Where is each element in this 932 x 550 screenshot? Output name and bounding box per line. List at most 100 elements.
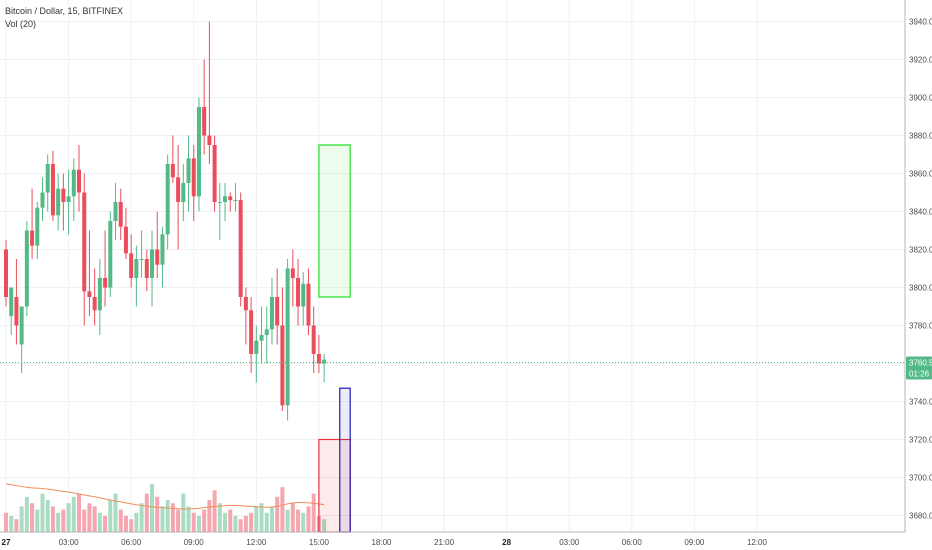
stop-box: [318, 438, 351, 533]
candle-body: [155, 249, 160, 265]
volume-bar: [170, 503, 175, 532]
target-box: [318, 144, 351, 298]
candle-body: [40, 192, 45, 208]
volume-bar: [191, 512, 196, 532]
time-tick-label: 06:00: [622, 538, 643, 547]
candle-body: [56, 188, 61, 216]
candle-body: [290, 268, 295, 278]
candle-body: [254, 340, 259, 354]
volume-bar: [92, 506, 97, 532]
volume-bar: [30, 503, 35, 532]
volume-bar: [233, 516, 238, 532]
candle-body: [207, 135, 212, 145]
candle-body: [217, 202, 222, 203]
candle-body: [108, 221, 113, 288]
candle-body: [144, 259, 149, 278]
volume-bar: [61, 509, 66, 532]
time-tick-label: 06:00: [121, 538, 142, 547]
candle-body: [66, 196, 71, 202]
candle-body: [61, 188, 66, 202]
volume-bar: [249, 512, 254, 532]
volume-bar: [4, 512, 8, 532]
candle-body: [233, 200, 238, 202]
price-tick-label: 3700.0: [909, 474, 932, 483]
time-tick-label: 03:00: [59, 538, 80, 547]
price-badge: [906, 356, 932, 380]
volume-bar: [155, 496, 160, 532]
candle-body: [322, 359, 327, 364]
volume-bar: [301, 512, 306, 532]
volume-bar: [35, 509, 40, 532]
candle-body: [311, 325, 316, 354]
volume-bar: [123, 516, 128, 532]
price-tick-label: 3860.0: [909, 170, 932, 179]
price-tick-label: 3840.0: [909, 208, 932, 217]
volume-bar: [254, 506, 259, 532]
volume-bar: [296, 509, 301, 532]
current-price-label: 3760.5: [909, 359, 932, 368]
price-tick-label: 3800.0: [909, 284, 932, 293]
candle-body: [123, 226, 128, 254]
volume-bar: [217, 503, 222, 532]
candle-body: [45, 164, 50, 193]
volume-bar: [160, 506, 165, 532]
candle-body: [280, 325, 285, 406]
volume-bar: [311, 493, 316, 532]
volume-bar: [97, 512, 102, 532]
volume-bar: [285, 509, 290, 532]
volume-label: Vol (20): [5, 19, 37, 29]
volume-bar: [223, 512, 228, 532]
price-tick-label: 3880.0: [909, 132, 932, 141]
volume-bar: [50, 506, 55, 532]
price-tick-label: 3920.0: [909, 56, 932, 65]
volume-bar: [82, 509, 87, 532]
candle-body: [306, 283, 311, 326]
candle-body: [285, 268, 290, 406]
volume-bar: [71, 496, 76, 532]
volume-bar: [322, 519, 327, 532]
volume-bar: [56, 512, 61, 532]
volume-bar: [207, 500, 212, 532]
volume-bar: [66, 503, 71, 532]
candle-body: [150, 249, 155, 278]
time-tick-label: 09:00: [184, 538, 205, 547]
volume-bar: [77, 493, 82, 532]
volume-bar: [264, 512, 269, 532]
volume-bar: [40, 493, 45, 532]
candle-body: [316, 354, 321, 364]
candle-body: [170, 164, 175, 178]
volume-bar: [24, 496, 29, 532]
candle-body: [24, 230, 29, 307]
candle-body: [196, 107, 201, 197]
candle-body: [87, 291, 92, 297]
price-tick-label: 3940.0: [909, 18, 932, 27]
candle-body: [113, 202, 118, 221]
price-tick-label: 3680.0: [909, 512, 932, 521]
candle-body: [264, 329, 269, 335]
volume-bar: [196, 516, 201, 532]
candle-body: [301, 283, 306, 307]
volume-bar: [150, 484, 155, 532]
candle-body: [181, 183, 186, 202]
candle-body: [35, 207, 40, 246]
volume-bar: [118, 509, 123, 532]
candle-body: [243, 297, 248, 311]
candle-body: [50, 164, 55, 216]
candle-body: [71, 169, 76, 197]
candle-body: [14, 297, 19, 326]
candle-body: [103, 278, 108, 288]
candle-body: [134, 259, 139, 278]
candle-body: [77, 169, 82, 193]
price-tick-label: 3900.0: [909, 94, 932, 103]
symbol-label: Bitcoin / Dollar, 15, BITFINEX: [5, 6, 124, 16]
price-tick-label: 3740.0: [909, 398, 932, 407]
candle-body: [4, 249, 8, 297]
time-tick-label: 12:00: [747, 538, 768, 547]
volume-bar: [14, 519, 19, 532]
candle-body: [82, 192, 87, 292]
price-tick-label: 3780.0: [909, 322, 932, 331]
candle-body: [139, 259, 144, 260]
countdown-label: 01:26: [909, 370, 930, 379]
volume-bar: [280, 487, 285, 532]
